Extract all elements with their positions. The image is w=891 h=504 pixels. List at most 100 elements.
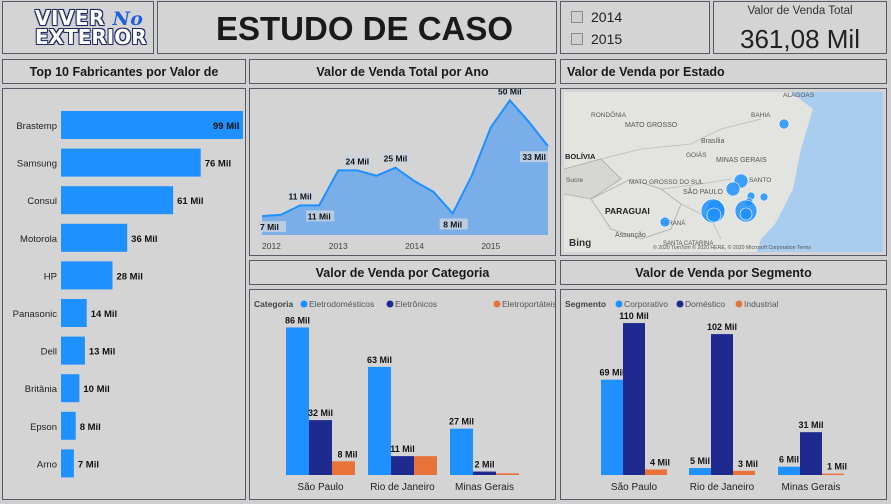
title-box: ESTUDO DE CASO	[157, 1, 557, 54]
state-bubble[interactable]	[725, 181, 741, 197]
data-label: 31 Mil	[798, 420, 823, 430]
state-chart-title: Valor de Venda por Estado	[567, 65, 725, 79]
x-tick-label: Rio de Janeiro	[690, 482, 755, 493]
legend-marker[interactable]	[493, 300, 501, 308]
map-label: SANTA CATARINA	[663, 241, 713, 247]
legend-label[interactable]: Industrial	[744, 299, 779, 309]
checkbox[interactable]	[571, 33, 583, 45]
bar[interactable]	[332, 461, 355, 475]
year-option-2014[interactable]: 2014	[571, 9, 622, 25]
year-option-2015[interactable]: 2015	[571, 31, 622, 47]
state-bubble[interactable]	[778, 118, 790, 130]
bar[interactable]	[601, 379, 623, 475]
bar[interactable]	[496, 473, 519, 475]
data-label: 14 Mil	[91, 309, 117, 320]
ocean	[757, 92, 883, 252]
legend-label[interactable]: Corporativo	[624, 299, 668, 309]
bar[interactable]	[61, 299, 87, 327]
kpi-card: Valor de Venda Total 361,08 Mil	[713, 1, 887, 54]
legend-marker[interactable]	[735, 300, 743, 308]
bar[interactable]	[623, 323, 645, 475]
bar[interactable]	[391, 456, 414, 475]
legend-label[interactable]: Eletroportáteis	[502, 299, 557, 309]
map-label: Sucre	[566, 177, 583, 184]
bar[interactable]	[286, 327, 309, 475]
bar[interactable]	[61, 374, 80, 403]
bar[interactable]	[61, 111, 243, 139]
bar[interactable]	[61, 449, 74, 478]
category-label: Brastemp	[16, 121, 57, 132]
checkbox[interactable]	[571, 11, 583, 23]
category-label: Consul	[27, 196, 57, 207]
map-label: SÃO PAULO	[683, 187, 723, 196]
bar[interactable]	[450, 428, 473, 475]
legend-marker[interactable]	[300, 300, 308, 308]
bar[interactable]	[645, 469, 667, 475]
bar[interactable]	[61, 186, 174, 215]
data-label: 11 Mil	[289, 191, 312, 201]
map-label: PARANÁ	[661, 220, 685, 227]
data-label: 99 Mil	[213, 121, 239, 132]
manufacturers-chart: Brastemp 99 Mil Samsung 76 Mil Consul 61 Mil M…	[13, 111, 243, 478]
year-title-bar: Valor de Venda Total por Ano	[249, 59, 556, 84]
category-label: Samsung	[17, 159, 57, 170]
bar[interactable]	[822, 473, 844, 475]
segment-panel: Segmento Corporativo Doméstico Industrial 69…	[560, 289, 887, 500]
segment-chart-title: Valor de Venda por Segmento	[635, 266, 812, 280]
area-fill	[262, 100, 548, 235]
bar[interactable]	[61, 261, 113, 290]
kpi-value: 361,08 Mil	[740, 24, 860, 54]
category-chart: Categoria Eletrodomésticos Eletrônicos Elet…	[254, 299, 557, 493]
bar[interactable]	[733, 470, 755, 475]
legend-marker[interactable]	[386, 300, 394, 308]
data-label: 50 Mil	[498, 89, 522, 96]
data-label: 24 Mil	[346, 156, 370, 166]
year-chart-title: Valor de Venda Total por Ano	[316, 65, 489, 79]
x-tick-label: 2014	[405, 241, 424, 251]
x-tick-label: São Paulo	[297, 482, 344, 493]
bar[interactable]	[414, 456, 437, 475]
category-label: Epson	[30, 422, 57, 433]
series-line	[261, 98, 549, 218]
legend-marker[interactable]	[615, 300, 623, 308]
map-attribution: © 2020 TomTom © 2020 HERE, © 2020 Micros…	[653, 244, 811, 251]
bar[interactable]	[689, 468, 711, 475]
state-map: ALAGOAS RONDÔNIA MATO GROSSO BAHIA Brasília G…	[563, 92, 883, 252]
state-bubble[interactable]	[759, 192, 769, 202]
legend-label[interactable]: Eletrodomésticos	[309, 299, 374, 309]
category-label: Dell	[41, 347, 57, 358]
bar[interactable]	[61, 411, 76, 440]
page-title: ESTUDO DE CASO	[216, 10, 514, 47]
bar[interactable]	[309, 420, 332, 475]
logo: VIVER No EXTERIOR	[2, 1, 154, 54]
data-label: 63 Mil	[367, 355, 392, 365]
manufacturers-panel: Brastemp 99 Mil Samsung 76 Mil Consul 61 Mil M…	[2, 88, 246, 500]
data-label: 2 Mil	[474, 460, 494, 470]
bar[interactable]	[778, 466, 800, 475]
state-bubble[interactable]	[739, 207, 753, 221]
data-label: 10 Mil	[83, 384, 109, 395]
bar[interactable]	[61, 336, 85, 365]
legend-label[interactable]: Doméstico	[685, 299, 725, 309]
data-label-bg	[306, 210, 335, 222]
state-bubble[interactable]	[659, 216, 671, 228]
data-label: 13 Mil	[89, 347, 115, 358]
bar[interactable]	[61, 148, 201, 177]
data-label: 8 Mil	[337, 449, 357, 459]
map-label: SANTO	[749, 177, 771, 184]
data-label-bg	[439, 218, 468, 230]
state-bubble[interactable]	[706, 207, 722, 223]
legend-label[interactable]: Eletrônicos	[395, 299, 437, 309]
year-chart: 2012 2013 2014 2015 7 Mil 11 Mil 11 Mil 24 Mil 2…	[258, 85, 549, 251]
bar[interactable]	[368, 366, 391, 475]
bar[interactable]	[711, 334, 733, 475]
data-label: 69 Mil	[599, 368, 624, 378]
bar[interactable]	[473, 471, 496, 475]
legend-marker[interactable]	[676, 300, 684, 308]
bar[interactable]	[800, 432, 822, 475]
bar[interactable]	[61, 223, 128, 252]
segment-title-bar: Valor de Venda por Segmento	[560, 260, 887, 285]
data-label-bg	[258, 221, 286, 233]
category-title-bar: Valor de Venda por Categoria	[249, 260, 556, 285]
category-chart-title: Valor de Venda por Categoria	[315, 266, 490, 280]
